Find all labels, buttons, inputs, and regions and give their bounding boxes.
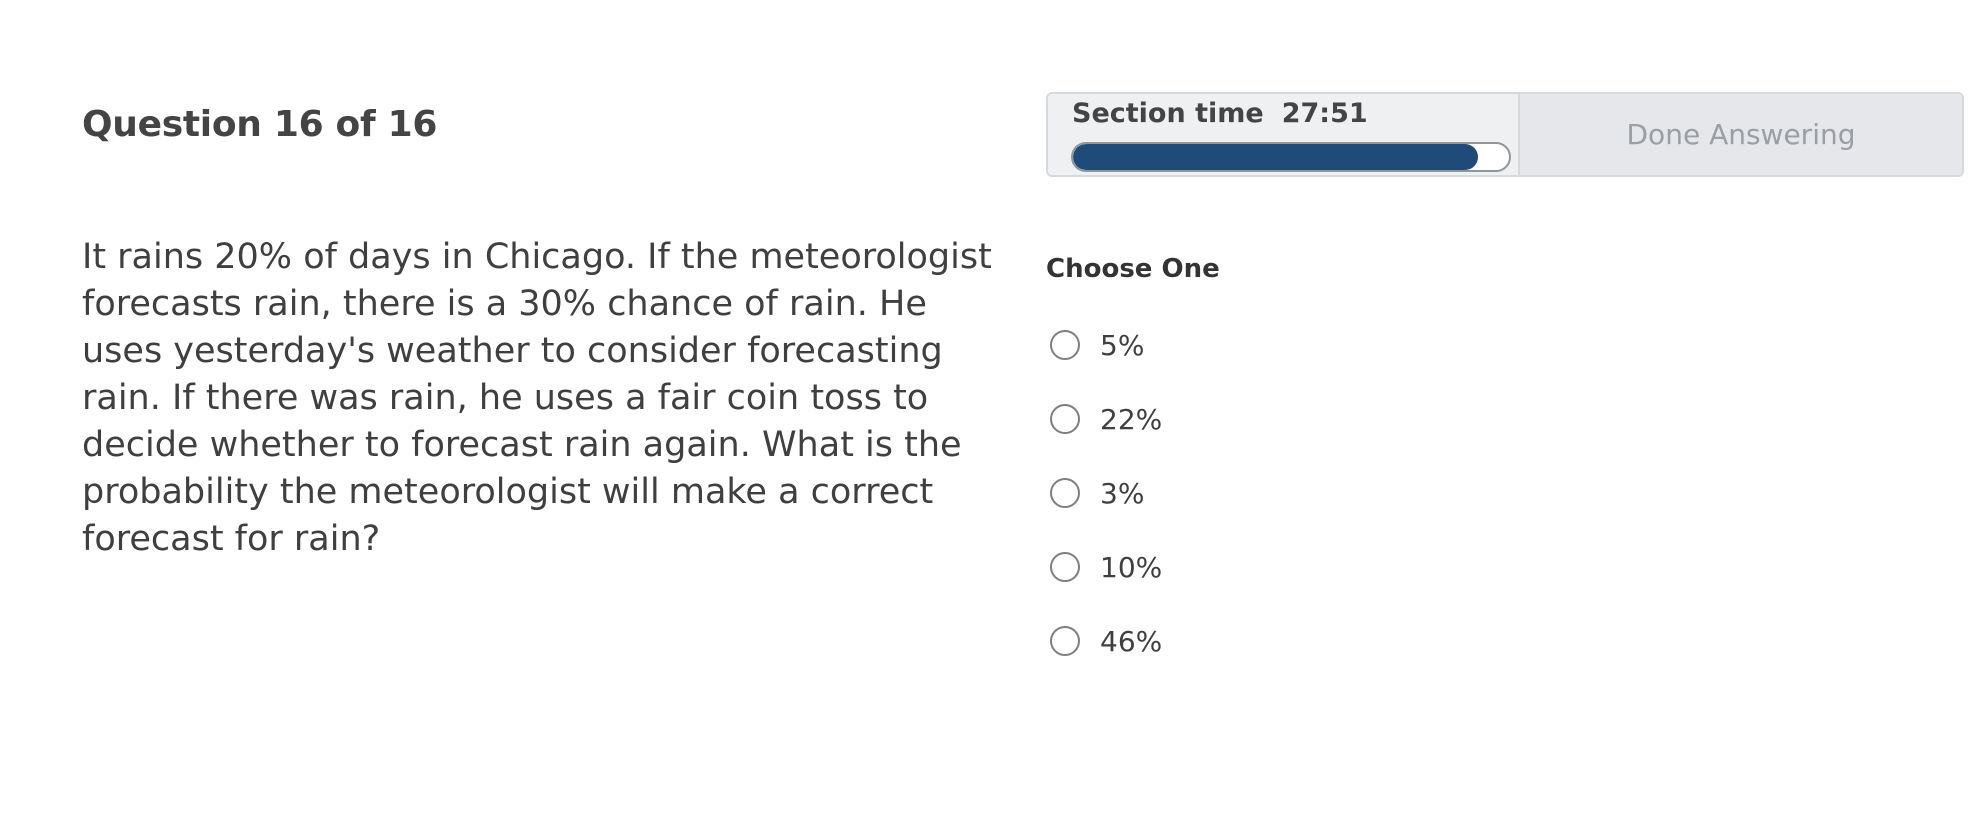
section-time-label: Section time 27:51: [1072, 98, 1368, 129]
radio-button[interactable]: [1050, 330, 1080, 360]
radio-button[interactable]: [1050, 478, 1080, 508]
time-progress-bar: [1071, 142, 1511, 172]
question-counter: Question 16 of 16: [82, 104, 438, 145]
radio-button[interactable]: [1050, 626, 1080, 656]
radio-button[interactable]: [1050, 552, 1080, 582]
answer-label: 22%: [1100, 402, 1163, 436]
question-text: It rains 20% of days in Chicago. If the …: [82, 237, 992, 559]
answer-option-1[interactable]: 5%: [1050, 325, 1162, 365]
choose-one-label: Choose One: [1046, 254, 1220, 284]
answer-option-5[interactable]: 46%: [1050, 621, 1162, 661]
section-time-value: 27:51: [1281, 98, 1368, 129]
answer-label: 10%: [1100, 550, 1163, 584]
answer-options: 5% 22% 3% 10% 46%: [1050, 325, 1162, 695]
timer-panel: Section time 27:51 Done Answering: [1046, 92, 1964, 177]
section-timer: Section time 27:51: [1048, 94, 1520, 175]
time-progress-fill: [1073, 144, 1479, 170]
radio-button[interactable]: [1050, 404, 1080, 434]
answer-option-3[interactable]: 3%: [1050, 473, 1162, 513]
answer-label: 3%: [1100, 476, 1145, 510]
answer-label: 46%: [1100, 624, 1163, 658]
answer-option-4[interactable]: 10%: [1050, 547, 1162, 587]
answer-option-2[interactable]: 22%: [1050, 399, 1162, 439]
answer-label: 5%: [1100, 328, 1145, 362]
section-time-text: Section time: [1072, 98, 1264, 129]
done-answering-button[interactable]: Done Answering: [1520, 94, 1962, 175]
